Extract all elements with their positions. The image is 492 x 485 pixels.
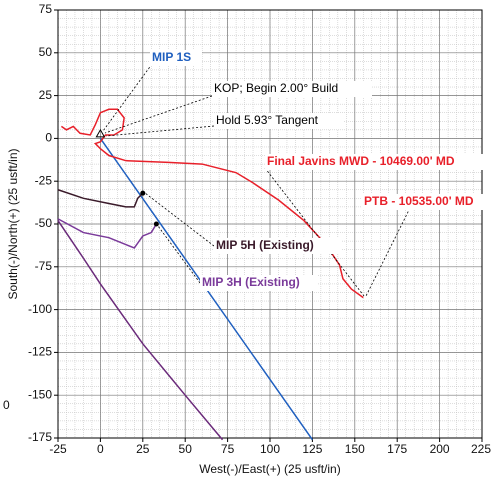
leader-line (264, 167, 365, 297)
x-tick-label: 150 (345, 442, 365, 456)
x-tick-label: 175 (387, 442, 407, 456)
series-line (57, 189, 144, 208)
x-axis-label: West(-)/East(+) (25 usft/in) (199, 462, 340, 476)
kop-marker (95, 128, 106, 138)
annotation: MIP 5H (Existing) (216, 238, 314, 252)
well-marker (140, 190, 146, 196)
leader-line (365, 207, 411, 297)
y-tick-label: -75 (35, 259, 53, 273)
series-line (60, 108, 364, 299)
label-bg (362, 194, 490, 210)
annotation: MIP 1S (152, 50, 191, 64)
label-bg (212, 81, 372, 97)
label-bg (214, 113, 344, 129)
x-tick-label: 0 (97, 442, 104, 456)
annotation: KOP; Begin 2.00° Build (214, 81, 338, 95)
annotation: MIP 3H (Existing) (202, 275, 300, 289)
y-tick-label: -125 (28, 345, 52, 359)
x-tick-label: -25 (49, 442, 67, 456)
label-bg (200, 275, 318, 291)
x-tick-label: 75 (221, 442, 235, 456)
y-tick-label: -175 (28, 430, 52, 444)
x-tick-label: 50 (179, 442, 193, 456)
leader-line (144, 192, 215, 247)
series-line (57, 220, 224, 441)
label-bg (214, 238, 342, 254)
annotation: Hold 5.93° Tangent (216, 113, 319, 127)
y-tick-label: -50 (35, 216, 53, 230)
x-tick-label: 200 (430, 442, 450, 456)
y-tick-label: -100 (28, 302, 52, 316)
series-line (57, 218, 158, 249)
x-tick-label: 225 (471, 442, 491, 456)
x-tick-label: 100 (260, 442, 280, 456)
annotation: PTB - 10535.00' MD (364, 194, 474, 208)
edge-text: 0 (3, 398, 10, 412)
leader-line (104, 95, 213, 134)
y-tick-label: 0 (45, 131, 52, 145)
label-bg (150, 50, 202, 66)
y-tick-label: -150 (28, 387, 52, 401)
y-axis-label: South(-)/North(+) (25 usft/in) (6, 148, 20, 299)
annotation: Final Javins MWD - 10469.00' MD (267, 154, 455, 168)
x-tick-label: 25 (136, 442, 150, 456)
well-marker (153, 221, 159, 227)
y-tick-label: 25 (39, 88, 53, 102)
x-tick-label: 125 (302, 442, 322, 456)
label-bg (265, 154, 489, 170)
y-tick-label: 75 (39, 2, 53, 16)
plot-frame (57, 9, 483, 439)
y-tick-label: 50 (39, 45, 53, 59)
y-tick-label: -25 (35, 173, 53, 187)
leader-line (102, 63, 153, 132)
